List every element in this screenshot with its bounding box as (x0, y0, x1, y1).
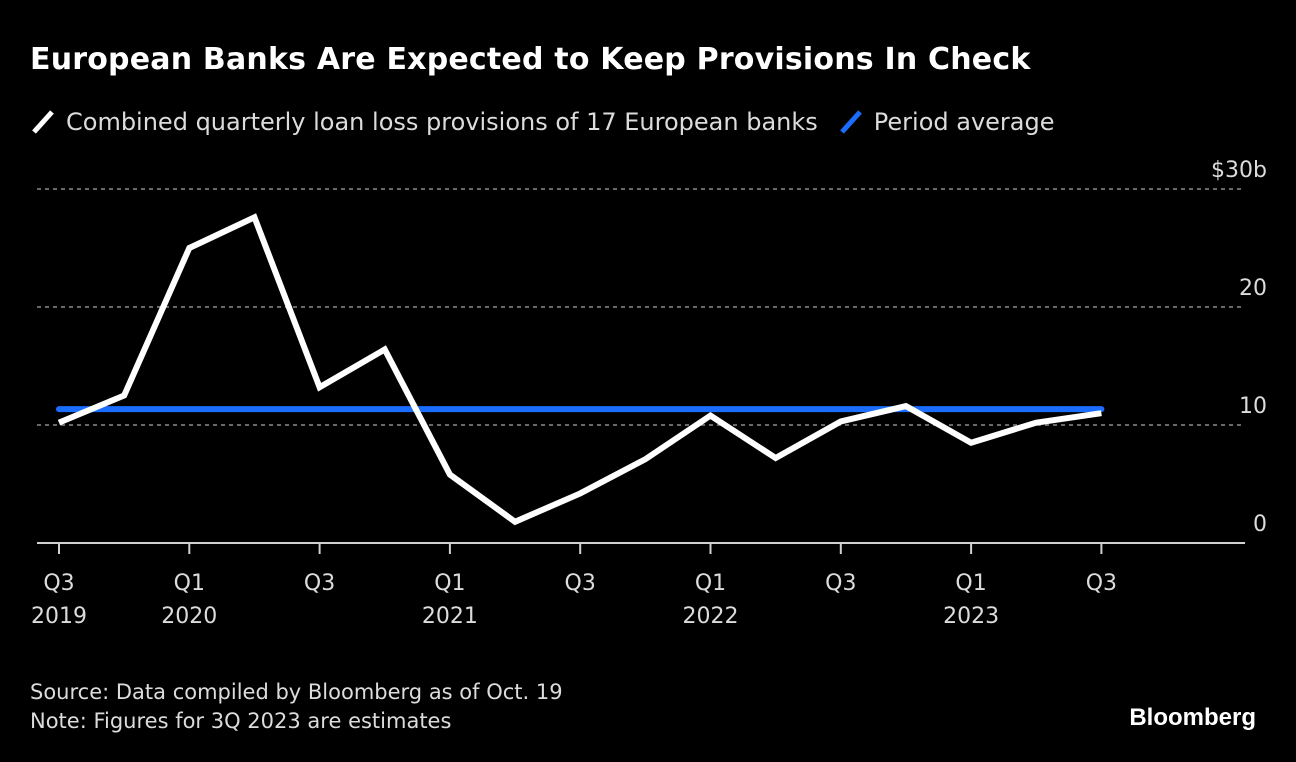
legend-item-period-average: Period average (838, 108, 1055, 136)
legend-label: Period average (873, 108, 1055, 136)
legend: Combined quarterly loan loss provisions … (30, 108, 1075, 136)
x-tick-label: Q1 (955, 571, 986, 596)
x-tick-label: Q3 (304, 571, 335, 596)
x-tick-year-label: 2021 (422, 604, 478, 629)
x-tick-label: Q3 (43, 571, 74, 596)
x-tick-year-label: 2020 (161, 604, 217, 629)
bloomberg-logo: Bloomberg (1129, 704, 1256, 731)
source-note: Source: Data compiled by Bloomberg as of… (30, 680, 563, 704)
y-tick-label: 10 (1239, 394, 1267, 419)
line-swatch-icon (839, 110, 862, 134)
x-tick-label: Q3 (825, 571, 856, 596)
figures-note: Note: Figures for 3Q 2023 are estimates (30, 709, 452, 733)
x-tick-label: Q3 (565, 571, 596, 596)
series-lines (56, 213, 1105, 526)
x-tick-year-label: 2019 (31, 604, 87, 629)
y-tick-label: 0 (1253, 512, 1267, 537)
x-tick-year-label: 2022 (683, 604, 739, 629)
legend-item-provisions: Combined quarterly loan loss provisions … (30, 108, 818, 136)
x-tick-label: Q1 (174, 571, 205, 596)
chart-title: European Banks Are Expected to Keep Prov… (30, 42, 1031, 77)
gridlines (37, 188, 1245, 426)
x-axis: Q3 2019 Q1 2020 Q3 Q1 2021 Q3 Q1 2022 Q3 Q1 2023 Q3 (31, 542, 1245, 629)
y-axis-labels: 0 10 20 $30b (1211, 158, 1267, 537)
footer: Source: Data compiled by Bloomberg as of… (30, 678, 563, 736)
y-tick-label: 20 (1239, 276, 1267, 301)
y-tick-label: $30b (1211, 158, 1267, 183)
series-line-provisions (57, 213, 1102, 526)
x-tick-year-label: 2023 (943, 604, 999, 629)
line-swatch-icon (32, 110, 54, 134)
legend-label: Combined quarterly loan loss provisions … (66, 108, 818, 136)
x-tick-label: Q3 (1086, 571, 1117, 596)
x-tick-label: Q1 (695, 571, 726, 596)
x-tick-label: Q1 (434, 571, 465, 596)
